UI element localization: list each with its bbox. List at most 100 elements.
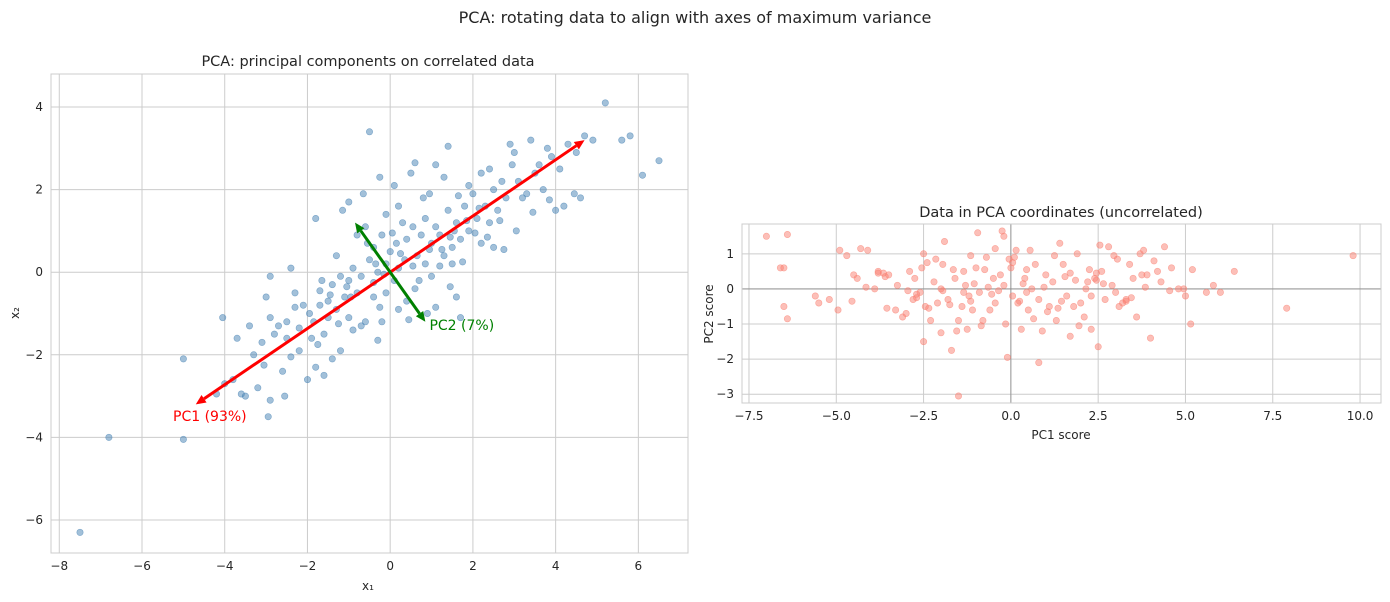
pc-arrow-head xyxy=(355,222,365,234)
data-point xyxy=(1012,246,1020,254)
data-point xyxy=(372,260,380,268)
data-point xyxy=(984,283,992,291)
data-point xyxy=(1082,285,1090,293)
data-point xyxy=(638,171,646,179)
data-point xyxy=(432,223,440,231)
data-point xyxy=(1035,359,1043,367)
data-point xyxy=(961,281,969,289)
data-point xyxy=(1030,315,1038,323)
left-chart: PCA: principal components on correlated … xyxy=(8,54,689,593)
data-point xyxy=(483,233,491,241)
data-point xyxy=(382,210,390,218)
data-point xyxy=(853,274,861,282)
data-point xyxy=(425,190,433,198)
data-point xyxy=(436,262,444,270)
data-point xyxy=(988,290,996,298)
data-point xyxy=(927,316,935,324)
data-point xyxy=(295,347,303,355)
data-point xyxy=(1066,332,1074,340)
data-point xyxy=(589,136,597,144)
data-point xyxy=(446,233,454,241)
data-point xyxy=(448,243,456,251)
data-point xyxy=(1098,267,1106,275)
data-point xyxy=(871,285,879,293)
data-point xyxy=(312,363,320,371)
right-chart-xlabel: PC1 score xyxy=(1031,428,1090,442)
data-point xyxy=(465,227,473,235)
data-point xyxy=(815,299,823,307)
y-tick-label: −6 xyxy=(25,513,43,527)
right-chart-title: Data in PCA coordinates (uncorrelated) xyxy=(919,205,1203,221)
data-point xyxy=(349,326,357,334)
x-tick-label: −2.5 xyxy=(909,409,938,423)
data-point xyxy=(407,169,415,177)
data-point xyxy=(456,314,464,322)
pc-arrow-shaft xyxy=(359,229,421,315)
data-point xyxy=(946,301,954,309)
data-point xyxy=(780,264,788,272)
data-point xyxy=(996,271,1004,279)
data-point xyxy=(295,324,303,332)
data-point xyxy=(365,256,373,264)
data-point xyxy=(930,278,938,286)
data-point xyxy=(345,276,353,284)
data-point xyxy=(320,330,328,338)
data-point xyxy=(1187,320,1195,328)
data-point xyxy=(508,161,516,169)
data-point xyxy=(1066,269,1074,277)
data-point xyxy=(1188,266,1196,274)
data-point xyxy=(1161,243,1169,251)
data-point xyxy=(783,231,791,239)
data-point xyxy=(783,315,791,323)
data-point xyxy=(316,287,324,295)
data-point xyxy=(279,367,287,375)
data-point xyxy=(963,325,971,333)
data-point xyxy=(1023,288,1031,296)
data-point xyxy=(1092,276,1100,284)
data-point xyxy=(967,252,975,260)
data-point xyxy=(939,260,947,268)
data-point xyxy=(496,217,504,225)
data-point xyxy=(1009,292,1017,300)
data-point xyxy=(1099,280,1107,288)
data-point xyxy=(1094,343,1102,351)
data-point xyxy=(1147,334,1155,342)
data-point xyxy=(1031,260,1039,268)
y-tick-label: −2 xyxy=(716,352,734,366)
data-point xyxy=(601,99,609,107)
data-point xyxy=(328,355,336,363)
data-point xyxy=(968,306,976,314)
data-point xyxy=(423,309,431,317)
right-chart: Data in PCA coordinates (uncorrelated) −… xyxy=(702,205,1382,442)
data-point xyxy=(626,132,634,140)
x-tick-label: −4 xyxy=(216,559,234,573)
data-point xyxy=(1283,304,1291,312)
data-point xyxy=(923,259,931,267)
data-point xyxy=(345,198,353,206)
data-point xyxy=(1063,292,1071,300)
data-point xyxy=(1051,252,1059,260)
data-point xyxy=(1140,246,1148,254)
data-point xyxy=(960,267,968,275)
x-tick-label: 10.0 xyxy=(1347,409,1374,423)
right-chart-ylabel: PC2 score xyxy=(702,284,716,343)
pc-arrow-head xyxy=(195,395,207,405)
data-point xyxy=(843,252,851,260)
data-point xyxy=(970,280,978,288)
data-point xyxy=(967,297,975,305)
data-point xyxy=(1096,241,1104,249)
data-point xyxy=(258,338,266,346)
data-point xyxy=(485,165,493,173)
data-point xyxy=(780,302,788,310)
data-point xyxy=(1017,325,1025,333)
data-point xyxy=(958,302,966,310)
data-point xyxy=(287,353,295,361)
data-point xyxy=(359,190,367,198)
data-point xyxy=(490,243,498,251)
data-point xyxy=(421,215,429,223)
data-point xyxy=(1023,266,1031,274)
data-point xyxy=(454,192,462,200)
data-point xyxy=(911,274,919,282)
data-point xyxy=(250,351,258,359)
data-point xyxy=(308,334,316,342)
